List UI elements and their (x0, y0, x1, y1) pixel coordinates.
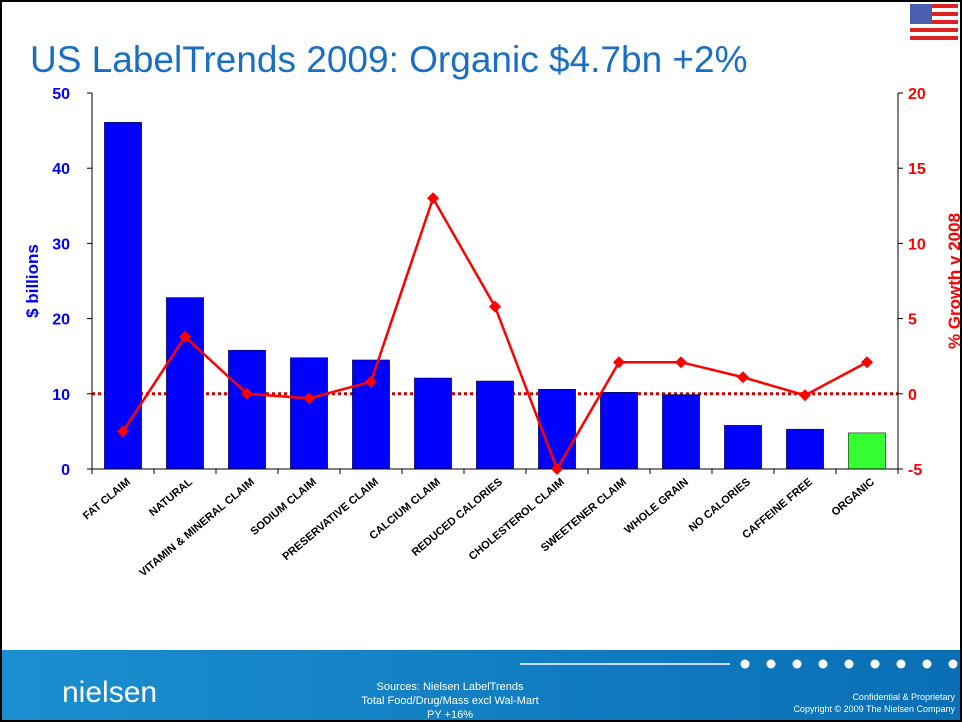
footer: nielsen Sources: Nielsen LabelTrends Tot… (2, 650, 960, 721)
bar (538, 389, 576, 470)
footer-logo: nielsen (62, 676, 157, 709)
growth-marker (737, 371, 749, 384)
growth-marker (303, 392, 315, 405)
growth-marker (179, 330, 191, 343)
growth-marker (613, 356, 625, 369)
y-tick-label: 0 (61, 462, 70, 479)
y-tick-label: 20 (52, 312, 70, 329)
footer-source: PY +16% (427, 709, 473, 721)
bar (414, 377, 452, 470)
y2-axis-label: % Growth v 2008 (945, 213, 962, 349)
y2-tick-label: 0 (908, 387, 917, 404)
y2-tick-label: 5 (908, 312, 917, 329)
bar (848, 432, 886, 470)
footer-source: Total Food/Drug/Mass excl Wal-Mart (361, 695, 538, 707)
bar (166, 297, 204, 470)
growth-marker (551, 463, 563, 475)
growth-marker (117, 425, 129, 438)
y-tick-label: 40 (52, 161, 70, 178)
growth-marker (861, 356, 873, 369)
y2-tick-label: 20 (908, 86, 926, 103)
bar (476, 380, 514, 470)
bar (600, 392, 638, 470)
footer-legal: Copyright © 2009 The Nielsen Company (793, 704, 955, 714)
y-tick-label: 50 (52, 86, 70, 103)
growth-marker (675, 356, 687, 369)
y-axis-label: $ billions (23, 244, 42, 318)
growth-marker (489, 300, 501, 313)
growth-marker (365, 375, 377, 388)
growth-marker (799, 389, 811, 402)
bar (786, 428, 824, 470)
chart-title: US LabelTrends 2009: Organic $4.7bn +2% (30, 39, 748, 80)
y-tick-label: 30 (52, 236, 70, 253)
flag (910, 4, 958, 40)
y2-tick-label: 10 (908, 236, 926, 253)
bar (290, 357, 328, 470)
bar (662, 394, 700, 470)
footer-dots (740, 659, 958, 669)
y2-tick-label: 15 (908, 161, 926, 178)
y2-tick-label: -5 (908, 462, 922, 479)
growth-marker (241, 387, 253, 400)
growth-marker (427, 192, 439, 205)
footer-legal: Confidential & Proprietary (852, 692, 955, 702)
bar (104, 122, 142, 470)
bar (724, 425, 762, 470)
bar (228, 349, 266, 470)
footer-source: Sources: Nielsen LabelTrends (377, 681, 524, 693)
y-tick-label: 10 (52, 387, 70, 404)
